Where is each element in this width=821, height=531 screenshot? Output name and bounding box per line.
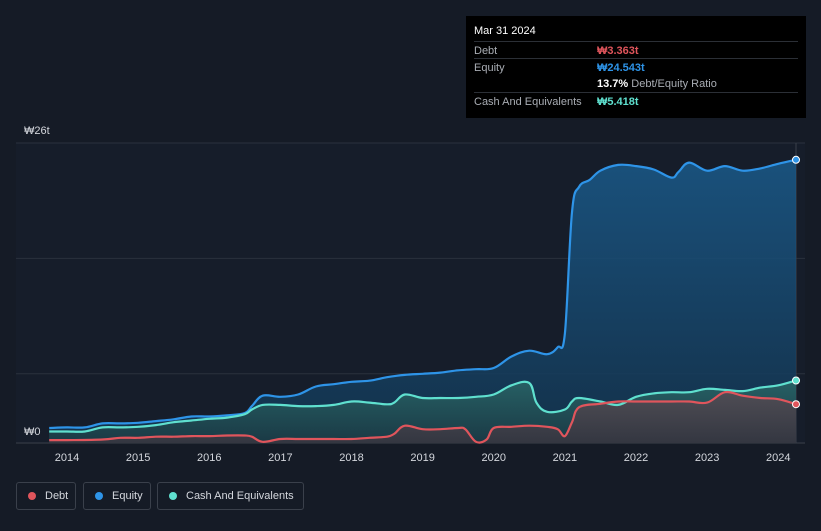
y-tick-label-zero: ₩0 [24, 426, 41, 438]
x-tick-label: 2015 [126, 452, 150, 464]
x-tick-label: 2016 [197, 452, 221, 464]
tooltip-debt-label: Debt [474, 45, 498, 57]
x-tick-label: 2020 [481, 452, 505, 464]
x-tick-label: 2023 [695, 452, 719, 464]
tooltip-cash-value: ₩5.418t [597, 96, 639, 108]
tooltip-row-ratio: 13.7% Debt/Equity Ratio [474, 75, 798, 92]
legend-item-equity[interactable]: Equity [83, 482, 151, 510]
series-end-marker-cash [792, 376, 800, 385]
x-tick-label: 2014 [55, 452, 79, 464]
series-line-cash [49, 379, 797, 433]
legend-debt-label: Debt [45, 490, 69, 502]
series-end-marker-debt [792, 400, 800, 409]
series-line-equity [49, 158, 797, 430]
y-tick-label-top: ₩26t [24, 125, 50, 137]
legend-cash-label: Cash And Equivalents [186, 490, 294, 502]
tooltip-date: Mar 31 2024 [474, 25, 536, 37]
tooltip-row-debt: Debt ₩3.363t [474, 41, 798, 59]
x-tick-label: 2022 [624, 452, 648, 464]
tooltip-debt-value: ₩3.363t [597, 45, 639, 57]
debt-dot-icon [28, 492, 36, 500]
tooltip-cash-label: Cash And Equivalents [474, 96, 582, 108]
legend-equity-label: Equity [112, 490, 143, 502]
series-end-marker-equity [792, 155, 800, 164]
legend-item-debt[interactable]: Debt [16, 482, 76, 510]
tooltip-equity-value: ₩24.543t [597, 62, 645, 74]
tooltip-ratio-value-wrap: 13.7% Debt/Equity Ratio [597, 78, 717, 90]
tooltip-panel: Mar 31 2024 Debt ₩3.363t Equity ₩24.543t… [466, 16, 806, 118]
tooltip-row-equity: Equity ₩24.543t [474, 58, 798, 76]
x-tick-label: 2017 [268, 452, 292, 464]
series-area-equity [49, 159, 796, 444]
x-tick-label: 2021 [553, 452, 577, 464]
tooltip-ratio-value: 13.7% [597, 78, 629, 90]
x-tick-label: 2018 [339, 452, 363, 464]
x-tick-label: 2019 [410, 452, 434, 464]
tooltip-ratio-label: Debt/Equity Ratio [631, 78, 717, 90]
cash-dot-icon [169, 492, 177, 500]
equity-dot-icon [95, 492, 103, 500]
legend-item-cash[interactable]: Cash And Equivalents [157, 482, 304, 510]
x-tick-label: 2024 [766, 452, 790, 464]
series-line-debt [49, 390, 797, 444]
tooltip-equity-label: Equity [474, 62, 505, 74]
tooltip-row-cash: Cash And Equivalents ₩5.418t [474, 92, 798, 110]
